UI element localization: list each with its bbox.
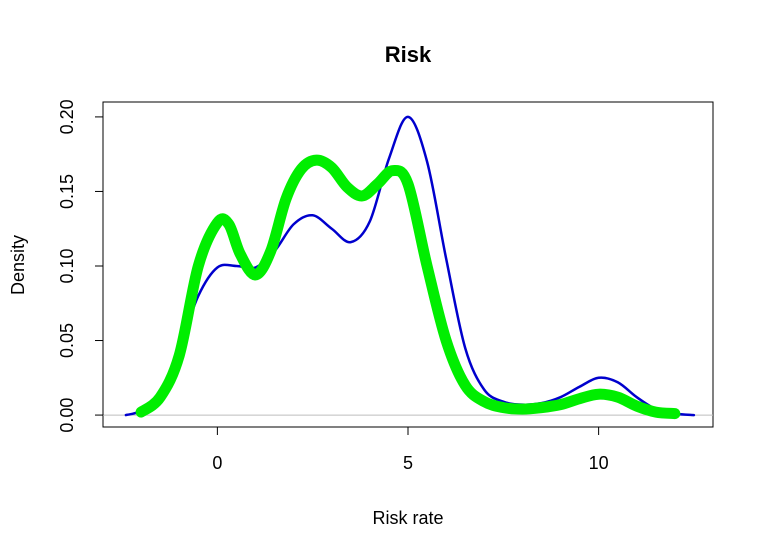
y-tick-label: 0.05 bbox=[57, 323, 77, 358]
x-tick-label: 10 bbox=[589, 453, 609, 473]
x-tick-label: 0 bbox=[212, 453, 222, 473]
y-tick-label: 0.15 bbox=[57, 174, 77, 209]
y-tick-label: 0.20 bbox=[57, 99, 77, 134]
y-tick-label: 0.00 bbox=[57, 398, 77, 433]
series-layer bbox=[124, 115, 696, 420]
y-tick-label: 0.10 bbox=[57, 248, 77, 283]
series-green-density-line bbox=[135, 154, 681, 420]
x-axis-label: Risk rate bbox=[372, 508, 443, 528]
x-tick-label: 5 bbox=[403, 453, 413, 473]
y-axis-label: Density bbox=[8, 235, 28, 295]
chart-title: Risk bbox=[385, 42, 432, 67]
y-axis: 0.00 0.05 0.10 0.15 0.20 bbox=[57, 99, 104, 433]
x-axis: 0 5 10 bbox=[212, 426, 609, 473]
series-blue-density-line bbox=[124, 115, 696, 417]
